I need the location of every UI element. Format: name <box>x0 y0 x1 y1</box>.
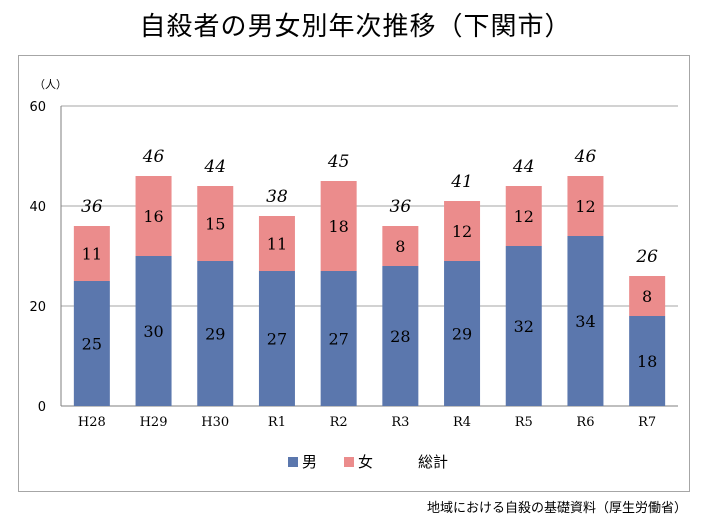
bar-segment-female <box>567 176 604 236</box>
bar-segment-female <box>444 201 481 261</box>
bar-segment-male <box>629 316 666 406</box>
x-tick-label: R5 <box>515 415 533 430</box>
y-unit-label: （人） <box>34 78 67 91</box>
data-label: 25 <box>82 335 102 354</box>
data-label: 29 <box>452 325 472 344</box>
x-tick-label: R3 <box>391 415 409 430</box>
legend: 男 女 総計 <box>288 453 448 471</box>
total-label: 46 <box>142 147 165 167</box>
data-label: 12 <box>452 222 472 241</box>
data-label: 11 <box>82 245 102 264</box>
legend-label: 男 <box>302 453 317 471</box>
y-tick-label: 40 <box>29 200 46 215</box>
data-label: 27 <box>267 330 287 349</box>
bar-segment-female <box>382 226 419 266</box>
y-axis: 0 20 40 60 （人） <box>29 78 67 415</box>
bar-segment-male <box>197 261 234 406</box>
bar-segment-female <box>320 181 357 271</box>
bar-segment-female <box>135 176 172 256</box>
y-tick-label: 20 <box>29 300 46 315</box>
bars: 25 11 36 30 16 46 29 15 44 27 11 38 27 18 45 28 8 36 29 12 4… <box>73 147 666 406</box>
x-tick-label: H30 <box>201 415 229 430</box>
bar-segment-female <box>629 276 666 316</box>
x-tick-label: H29 <box>140 415 168 430</box>
legend-swatch-male <box>288 457 298 467</box>
bar-segment-male <box>505 246 542 406</box>
bar-segment-male <box>135 256 172 406</box>
x-tick-label: R7 <box>638 415 656 430</box>
data-label: 8 <box>395 237 405 256</box>
data-label: 30 <box>143 322 163 341</box>
legend-label: 女 <box>358 453 373 471</box>
data-label: 34 <box>575 312 595 331</box>
x-tick-label: R2 <box>330 415 348 430</box>
legend-swatch-female <box>344 457 354 467</box>
y-tick-label: 0 <box>38 400 46 415</box>
chart-frame <box>18 55 690 492</box>
chart-title: 自殺者の男女別年次推移（下関市） <box>139 12 572 42</box>
bar-segment-female <box>258 216 295 271</box>
x-tick-label: R6 <box>576 415 594 430</box>
x-tick-label: R1 <box>268 415 286 430</box>
x-axis: H28 H29 H30 R1 R2 R3 R4 R5 R6 R7 <box>78 415 656 430</box>
data-label: 12 <box>575 197 595 216</box>
data-label: 15 <box>205 215 225 234</box>
bar-segment-female <box>505 186 542 246</box>
data-label: 32 <box>514 317 534 336</box>
total-label: 41 <box>450 172 473 192</box>
total-label: 36 <box>390 197 412 217</box>
total-label: 36 <box>81 197 103 217</box>
data-label: 11 <box>267 235 287 254</box>
y-tick-label: 60 <box>29 100 46 115</box>
bar-segment-male <box>73 281 110 406</box>
legend-label-total: 総計 <box>418 453 448 471</box>
source-note: 地域における自殺の基礎資料（厚生労働省） <box>426 501 687 516</box>
x-tick-label: R4 <box>453 415 471 430</box>
bar-segment-male <box>258 271 295 406</box>
total-label: 44 <box>203 157 226 177</box>
x-tick-label: H28 <box>78 415 106 430</box>
total-label: 26 <box>635 247 658 267</box>
bar-segment-female <box>197 186 234 261</box>
total-label: 46 <box>574 147 597 167</box>
data-label: 27 <box>328 330 348 349</box>
bar-segment-male <box>382 266 419 406</box>
data-label: 12 <box>514 207 534 226</box>
bar-segment-male <box>444 261 481 406</box>
data-label: 29 <box>205 325 225 344</box>
data-label: 18 <box>328 217 348 236</box>
total-label: 45 <box>327 152 350 172</box>
data-label: 8 <box>642 287 652 306</box>
bar-segment-male <box>320 271 357 406</box>
total-label: 44 <box>512 157 535 177</box>
total-label: 38 <box>266 187 288 207</box>
data-label: 16 <box>143 207 163 226</box>
bar-segment-female <box>73 226 110 281</box>
data-label: 28 <box>390 327 410 346</box>
bar-segment-male <box>567 236 604 406</box>
data-label: 18 <box>637 352 657 371</box>
